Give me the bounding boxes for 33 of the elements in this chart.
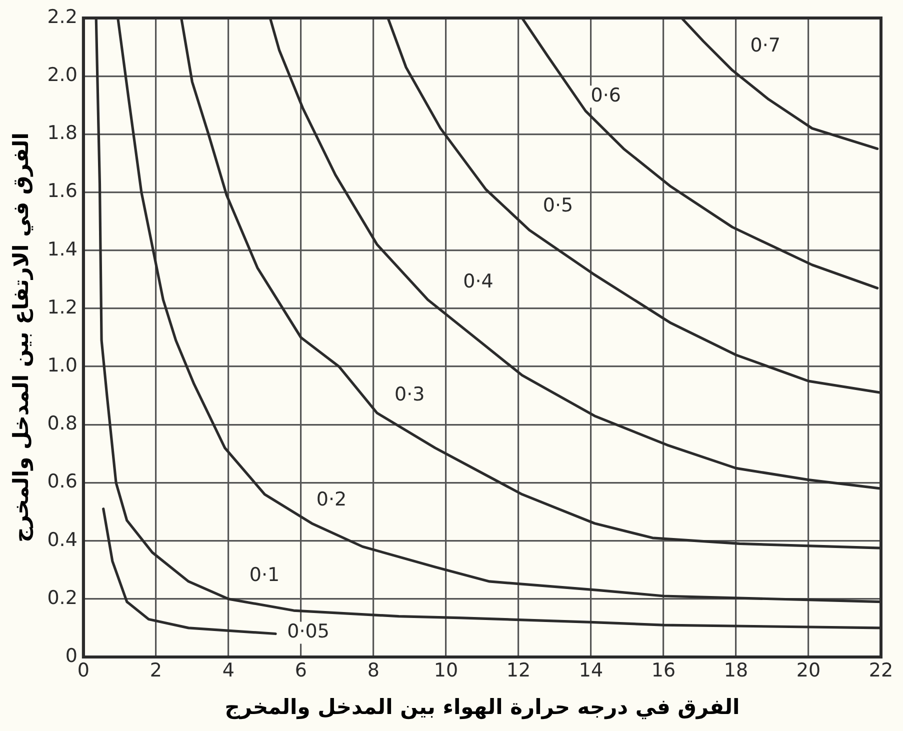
series-label: 0·6 [590,84,621,107]
y-tick-label: 1.2 [47,296,78,318]
series-label: 0·7 [750,34,780,57]
series-label: 0·4 [463,270,494,292]
y-tick-label: 2.2 [47,6,78,28]
x-axis-title: الفرق في درجه حرارة الهواء بين المدخل والمخرج [224,694,740,720]
x-tick-label: 14 [578,659,604,682]
y-tick-label: 0.2 [47,586,78,609]
y-axis-title: الفرق في الارتفاع بين المدخل والمخرج [9,132,34,542]
x-tick-label: 2 [150,659,162,682]
x-tick-label: 4 [222,659,234,682]
x-tick-label: 18 [724,659,748,682]
x-tick-label: 6 [294,659,307,682]
y-tick-label: 1.6 [47,180,78,202]
y-tick-label: 1.0 [47,354,78,376]
y-tick-label: 2.0 [47,64,78,86]
y-tick-label: 1.8 [47,122,78,144]
y-tick-label: 0.4 [47,528,78,551]
y-tick-label: 0.6 [47,470,78,493]
x-tick-label: 10 [434,659,458,682]
y-tick-label: 0.8 [47,412,78,435]
series-label: 0·5 [542,194,574,216]
x-tick-label: 12 [506,659,531,682]
x-tick-label: 20 [796,659,821,682]
x-tick-label: 8 [367,659,380,682]
series-label: 0·05 [287,620,330,643]
x-tick-label: 22 [868,659,894,682]
series-label: 0·2 [316,488,347,510]
series-label: 0·1 [249,564,280,586]
y-tick-label: 1.4 [47,238,78,260]
series-label: 0·3 [394,384,425,406]
y-tick-label: 0 [65,644,78,667]
x-tick-label: 16 [651,659,676,682]
